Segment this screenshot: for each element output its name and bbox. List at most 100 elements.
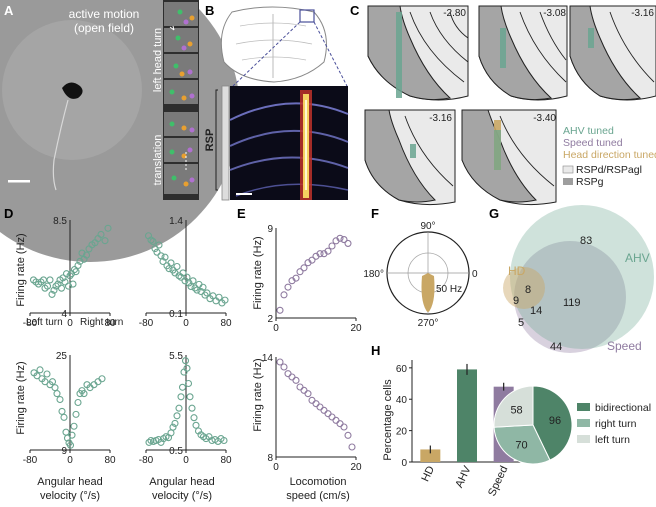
- arena-title-line1: active motion: [69, 7, 140, 21]
- y-tick-label: 60: [396, 364, 408, 375]
- data-point: [328, 242, 336, 250]
- section-1: -2.80: [367, 5, 469, 101]
- section-2: -3.08: [478, 5, 568, 101]
- data-point: [189, 277, 197, 285]
- legend-swatch-left-turn: [577, 435, 590, 443]
- data-point: [324, 247, 332, 255]
- venn-count-hd-ahv: 8: [525, 284, 531, 296]
- y-tick-label: 4: [61, 309, 67, 320]
- data-point: [43, 370, 51, 378]
- data-point: [280, 291, 288, 299]
- legend-swatch-rspg: [563, 178, 573, 185]
- data-point: [46, 276, 54, 284]
- x-tick-label: -80: [23, 318, 38, 329]
- data-point: [296, 268, 304, 276]
- data-point: [344, 239, 352, 247]
- venn-label-hd: HD: [508, 264, 526, 278]
- data-point: [280, 363, 288, 371]
- data-point: [147, 236, 155, 244]
- x-axis-label-line2: velocity (°/s): [152, 490, 212, 502]
- legend-swatch-right-turn: [577, 419, 590, 427]
- video-frame-strip: [163, 0, 199, 200]
- region-label-rsp: RSP: [204, 129, 216, 152]
- data-point: [145, 438, 153, 446]
- y-tick-label: 40: [396, 395, 408, 406]
- venn-hd: [503, 267, 545, 309]
- data-point: [60, 413, 68, 421]
- panel-d: D Firing rate (Hz) Firing rate (Hz) Left…: [4, 206, 232, 502]
- x-tick-label: 0: [183, 455, 189, 466]
- data-point: [332, 416, 340, 424]
- data-point: [53, 390, 61, 398]
- data-point: [101, 237, 109, 245]
- data-point: [51, 384, 59, 392]
- data-point: [167, 259, 175, 267]
- data-point: [284, 283, 292, 291]
- data-point: [220, 436, 228, 445]
- panel-h: H Percentage cells 0 20 40 60 HD AHV Speed 96 7…: [371, 343, 651, 498]
- y-tick-label: 5.5: [169, 351, 183, 362]
- panel-letter: A: [4, 3, 14, 18]
- data-point: [48, 290, 56, 298]
- x-tick-label: 0: [273, 323, 279, 334]
- data-point: [70, 266, 79, 274]
- data-point: [169, 423, 177, 431]
- data-point: [59, 274, 67, 282]
- data-point: [62, 270, 71, 278]
- data-point: [178, 383, 187, 391]
- data-point: [64, 282, 73, 290]
- legend-right-turn: right turn: [595, 418, 637, 430]
- y-axis-label: Firing rate (Hz): [252, 358, 264, 431]
- scatter-e-bottom: 0 20 8 14: [262, 353, 362, 473]
- y-tick-label: 9: [61, 446, 67, 457]
- data-point: [171, 419, 179, 427]
- venn-ahv: [510, 205, 654, 349]
- venn-speed: [514, 241, 626, 353]
- data-point: [74, 398, 82, 407]
- x-tick-label: 0: [183, 318, 189, 329]
- panel-b: B RSP: [204, 3, 349, 201]
- data-point: [292, 376, 300, 384]
- x-axis-label-line1: Locomotion: [290, 476, 347, 488]
- data-point: [161, 253, 169, 261]
- data-point: [316, 250, 324, 258]
- data-point: [308, 396, 316, 404]
- y-tick-label: 9: [267, 224, 273, 235]
- scatter-d-bottom-left: -80 0 80 9 25: [23, 351, 116, 466]
- polar-angle-label: 90°: [420, 221, 435, 232]
- pie-slice-label: 70: [515, 439, 527, 451]
- data-point: [348, 443, 356, 451]
- pie-slice: [493, 385, 534, 428]
- y-tick-label: 1.4: [169, 216, 183, 227]
- data-point: [157, 252, 165, 260]
- x-tick-label: 0: [67, 318, 73, 329]
- data-point: [36, 366, 44, 374]
- y-tick-label: 0.5: [169, 446, 183, 457]
- data-point: [292, 274, 300, 282]
- data-point: [68, 431, 76, 439]
- scatter-d-top-right: -80 0 80 0.1 1.4: [139, 216, 232, 329]
- data-point: [336, 420, 344, 428]
- pie-chart-ahv-direction: 96 70 58: [493, 385, 573, 465]
- y-tick-label: 0.1: [169, 309, 183, 320]
- panel-c: C -2.80 -3.08 -3.16 -3.16: [350, 3, 656, 206]
- legend-speed-tuned: Speed tuned: [563, 137, 623, 149]
- y-tick-label: 20: [396, 427, 408, 438]
- data-point: [276, 358, 284, 366]
- x-tick-label: Speed: [486, 464, 510, 498]
- data-point: [78, 249, 86, 257]
- data-point: [173, 412, 181, 420]
- data-point: [61, 278, 69, 286]
- data-point: [58, 407, 66, 415]
- legend-left-turn: left turn: [595, 434, 630, 446]
- polar-angle-label: 270°: [418, 318, 439, 329]
- data-point: [167, 429, 175, 437]
- scale-bar: [8, 180, 30, 183]
- legend-rspg: RSPg: [576, 176, 604, 188]
- polar-angle-label: 180°: [363, 269, 384, 280]
- data-point: [66, 272, 74, 280]
- data-point: [300, 386, 308, 394]
- data-point: [324, 410, 332, 418]
- pie-legend: bidirectional right turn left turn: [577, 402, 651, 446]
- x-tick-label: 80: [104, 318, 116, 329]
